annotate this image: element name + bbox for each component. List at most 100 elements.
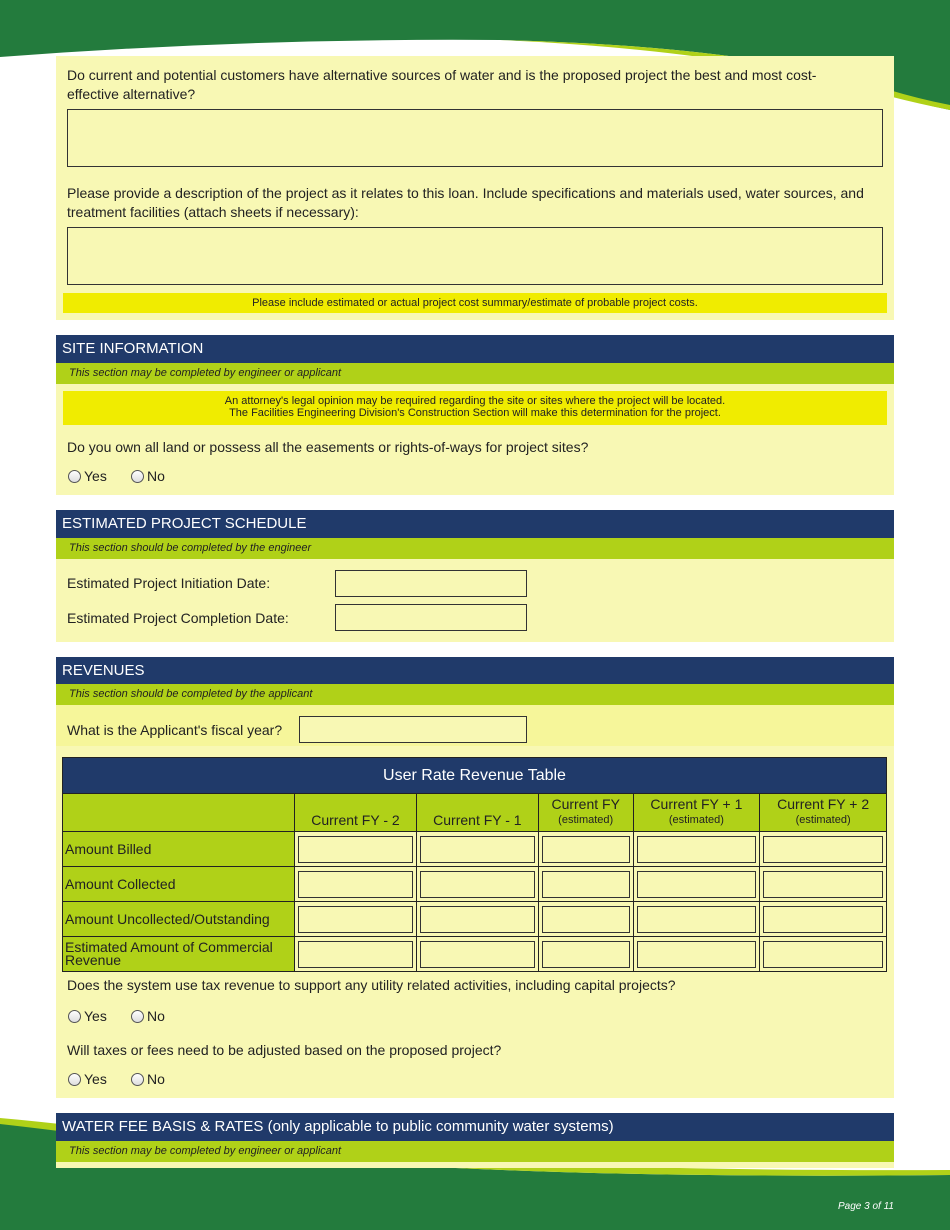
amount-input[interactable] [419, 835, 535, 863]
row-label: Estimated Amount of Commercial Revenue [62, 936, 295, 972]
table-cell [415, 831, 539, 867]
tax-no-radio[interactable]: No [131, 1008, 165, 1024]
table-cell [537, 866, 634, 902]
column-sublabel: (estimated) [668, 814, 724, 826]
adjust-yes-radio[interactable]: Yes [68, 1071, 107, 1087]
user-rate-revenue-table: User Rate Revenue Table Current FY - 2 Cu… [62, 757, 887, 972]
site-no-radio[interactable]: No [131, 468, 165, 484]
description-question: Please provide a description of the proj… [67, 185, 864, 220]
column-header: Current FY + 2 (estimated) [759, 793, 887, 832]
radio-label: No [147, 1008, 165, 1024]
corner-cell [62, 793, 295, 832]
table-cell [537, 936, 634, 972]
site-question: Do you own all land or possess all the e… [67, 439, 589, 455]
column-label: Current FY + 2 [777, 796, 870, 812]
radio-label: No [147, 468, 165, 484]
cost-note: Please include estimated or actual proje… [63, 293, 887, 313]
column-header: Current FY (estimated) [537, 793, 634, 832]
amount-input[interactable] [636, 835, 757, 863]
amount-input[interactable] [541, 870, 630, 898]
tax-question: Does the system use tax revenue to suppo… [67, 977, 676, 993]
column-label: Current FY - 2 [311, 812, 400, 828]
waterfee-header: WATER FEE BASIS & RATES (only applicable… [56, 1113, 894, 1141]
radio-label: No [147, 1071, 165, 1087]
column-sublabel: (estimated) [795, 814, 851, 826]
amount-input[interactable] [298, 870, 413, 898]
fiscal-year-field[interactable] [299, 716, 527, 743]
table-cell [415, 936, 539, 972]
table-cell [537, 901, 634, 937]
amount-input[interactable] [541, 905, 630, 933]
table-cell [537, 831, 634, 867]
radio-circle-icon [131, 1072, 144, 1086]
table-cell [632, 831, 761, 867]
table-cell [759, 831, 887, 867]
column-label: Current FY - 1 [433, 812, 522, 828]
amount-input[interactable] [541, 940, 630, 968]
table-title: User Rate Revenue Table [62, 757, 887, 794]
table-row: Estimated Amount of Commercial Revenue [62, 936, 887, 972]
radio-circle-icon [131, 469, 144, 483]
site-note-line: An attorney's legal opinion may be requi… [224, 395, 726, 407]
amount-input[interactable] [636, 870, 757, 898]
site-note: An attorney's legal opinion may be requi… [63, 391, 887, 425]
amount-input[interactable] [419, 870, 535, 898]
table-cell [632, 901, 761, 937]
column-header: Current FY - 1 [415, 793, 539, 832]
table-cell [294, 901, 417, 937]
row-label: Amount Uncollected/Outstanding [62, 901, 295, 937]
completion-date-field[interactable] [335, 604, 527, 631]
radio-circle-icon [68, 1009, 81, 1023]
amount-input[interactable] [763, 870, 883, 898]
column-sublabel: (estimated) [558, 814, 614, 826]
table-row: Amount Collected [62, 866, 887, 902]
site-header: SITE INFORMATION [56, 335, 894, 363]
amount-input[interactable] [541, 835, 630, 863]
amount-input[interactable] [298, 905, 413, 933]
table-cell [759, 866, 887, 902]
table-cell [415, 866, 539, 902]
column-header: Current FY + 1 (estimated) [632, 793, 761, 832]
alternatives-field[interactable] [67, 109, 883, 167]
table-cell [294, 831, 417, 867]
row-label: Amount Collected [62, 866, 295, 902]
amount-input[interactable] [763, 835, 883, 863]
amount-input[interactable] [298, 835, 413, 863]
table-cell [294, 866, 417, 902]
amount-input[interactable] [636, 940, 757, 968]
amount-input[interactable] [419, 940, 535, 968]
table-cell [632, 936, 761, 972]
completion-label: Estimated Project Completion Date: [67, 610, 289, 626]
table-cell [632, 866, 761, 902]
row-label: Amount Billed [62, 831, 295, 867]
adjust-question: Will taxes or fees need to be adjusted b… [67, 1042, 502, 1058]
waterfee-subtitle: This section may be completed by enginee… [56, 1141, 894, 1162]
description-field[interactable] [67, 227, 883, 285]
column-header: Current FY - 2 [294, 793, 417, 832]
table-row: Amount Uncollected/Outstanding [62, 901, 887, 937]
table-cell [294, 936, 417, 972]
tax-yes-radio[interactable]: Yes [68, 1008, 107, 1024]
radio-label: Yes [84, 1008, 107, 1024]
table-cell [759, 936, 887, 972]
initiation-date-field[interactable] [335, 570, 527, 597]
column-label: Current FY + 1 [650, 796, 743, 812]
amount-input[interactable] [763, 940, 883, 968]
amount-input[interactable] [763, 905, 883, 933]
table-row: Amount Billed [62, 831, 887, 867]
site-yes-radio[interactable]: Yes [68, 468, 107, 484]
column-label: Current FY [551, 796, 620, 812]
radio-circle-icon [68, 1072, 81, 1086]
page-number: Page 3 of 11 [838, 1201, 894, 1212]
amount-input[interactable] [298, 940, 413, 968]
site-subtitle: This section may be completed by enginee… [56, 363, 894, 384]
radio-label: Yes [84, 468, 107, 484]
radio-label: Yes [84, 1071, 107, 1087]
revenues-header: REVENUES [56, 657, 894, 685]
amount-input[interactable] [419, 905, 535, 933]
adjust-no-radio[interactable]: No [131, 1071, 165, 1087]
revenues-subtitle: This section should be completed by the … [56, 684, 894, 705]
fiscal-label: What is the Applicant's fiscal year? [67, 722, 283, 738]
schedule-subtitle: This section should be completed by the … [56, 538, 894, 559]
amount-input[interactable] [636, 905, 757, 933]
